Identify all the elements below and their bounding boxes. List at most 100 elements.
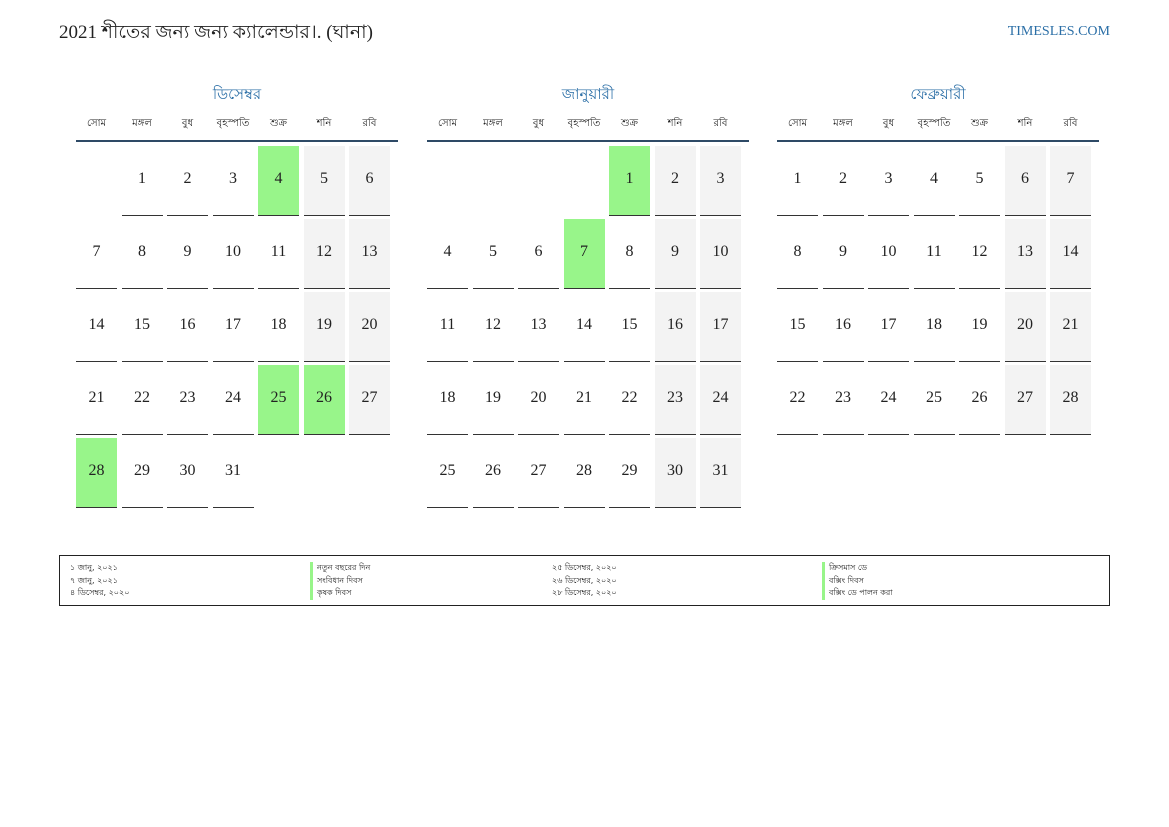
holiday-day-cell: 26 [303,365,345,435]
day-cell: 30 [654,438,696,508]
day-cell: 10 [868,219,909,289]
day-cell: 24 [212,365,254,435]
weekday-label: মঙ্গল [132,118,152,129]
day-cell: 23 [167,365,208,435]
day-cell: 14 [563,292,605,362]
day-cell: 4 [913,146,955,216]
day-cell: 29 [121,438,163,508]
day-grid: 1 2 3 4 5 6 7 8 9 10 11 12 13 14 15 16 17 18 19 20 21 22 23 24 2… [427,146,749,508]
day-cell: 5 [959,146,1000,216]
day-cell: 24 [868,365,909,435]
weekday-label: বুধ [532,118,545,129]
legend-holiday-name: কৃষক দিবস [310,587,370,600]
day-cell: 2 [822,146,864,216]
day-cell: 2 [654,146,696,216]
legend-names-1: নতুন বছরের দিন সংবিধান দিবস কৃষক দিবস [310,562,370,600]
month-january: জানুয়ারী সোম মঙ্গল বুধ বৃহস্পতি শুক্র শনি রবি… [427,84,749,508]
day-cell: 31 [212,438,254,508]
day-cell: 18 [427,365,468,435]
day-cell: 16 [822,292,864,362]
day-cell: 9 [654,219,696,289]
day-grid: 1 2 3 4 5 6 7 8 9 10 11 12 13 14 15 16 17 18 19 20 21 22 23 24 2… [777,146,1099,435]
weekday-label: বুধ [181,118,194,129]
day-cell: 27 [1004,365,1046,435]
empty-cell [473,146,514,216]
day-cell: 11 [258,219,299,289]
legend-dates-1: ১ জানু, ২০২১ ৭ জানু, ২০২১ ৪ ডিসেম্বর, ২০… [70,562,129,600]
day-cell: 16 [654,292,696,362]
day-cell: 5 [472,219,514,289]
empty-cell [518,146,559,216]
day-cell: 11 [427,292,468,362]
day-cell: 26 [959,365,1000,435]
day-cell: 22 [777,365,818,435]
empty-cell [564,146,605,216]
month-february: ফেব্রুয়ারী সোম মঙ্গল বুধ বৃহস্পতি শুক্র শনি র… [777,84,1099,435]
day-cell: 17 [212,292,254,362]
legend-date: ৪ ডিসেম্বর, ২০২০ [70,588,130,597]
day-cell: 1 [777,146,818,216]
legend-holiday-name: সংবিধান দিবস [310,574,370,587]
day-cell: 12 [472,292,514,362]
day-cell: 22 [609,365,650,435]
day-cell: 18 [258,292,299,362]
weekday-label: রবি [362,118,377,129]
day-cell: 11 [913,219,955,289]
legend-dates-2: ২৫ ডিসেম্বর, ২০২০ ২৬ ডিসেম্বর, ২০২০ ২৮ ড… [552,562,617,600]
day-cell: 10 [700,219,741,289]
day-cell: 10 [212,219,254,289]
day-cell: 16 [167,292,208,362]
weekday-label: মঙ্গল [483,118,503,129]
day-grid: 1 2 3 4 5 6 7 8 9 10 11 12 13 14 15 16 17 18 19 20 21 22 23 24 2… [76,146,398,508]
day-cell: 28 [563,438,605,508]
day-cell: 21 [1050,292,1091,362]
day-cell: 15 [777,292,818,362]
legend-date: ৭ জানু, ২০২১ [70,575,118,585]
weekday-label: সোম [86,118,107,129]
day-cell: 8 [121,219,163,289]
day-cell: 20 [518,365,559,435]
day-cell: 17 [868,292,909,362]
day-cell: 29 [609,438,650,508]
weekday-label: সোম [787,118,808,129]
weekday-label: মঙ্গল [833,118,853,129]
day-cell: 6 [518,219,559,289]
weekday-header: সোম মঙ্গল বুধ বৃহস্পতি শুক্র শনি রবি [76,108,398,142]
empty-cell [258,438,299,508]
day-cell: 22 [121,365,163,435]
day-cell: 15 [609,292,650,362]
day-cell: 25 [427,438,468,508]
weekday-label: বৃহস্পতি [567,118,601,129]
day-cell: 19 [303,292,345,362]
day-cell: 23 [822,365,864,435]
legend-date: ২৮ ডিসেম্বর, ২০২০ [552,588,617,597]
holiday-legend: ১ জানু, ২০২১ ৭ জানু, ২০২১ ৪ ডিসেম্বর, ২০… [59,555,1110,606]
weekday-label: বৃহস্পতি [216,118,250,129]
day-cell: 12 [959,219,1000,289]
weekday-label: শনি [667,118,683,129]
month-name: ফেব্রুয়ারী [910,85,966,103]
weekday-label: বুধ [882,118,895,129]
day-cell: 13 [518,292,559,362]
day-cell: 8 [777,219,818,289]
site-link[interactable]: TIMESLES.COM [1007,24,1110,39]
legend-holiday-name: নতুন বছরের দিন [310,562,370,575]
empty-cell [76,146,117,216]
empty-cell [349,438,390,508]
weekday-header: সোম মঙ্গল বুধ বৃহস্পতি শুক্র শনি রবি [427,108,749,142]
day-cell: 31 [700,438,741,508]
day-cell: 3 [868,146,909,216]
day-cell: 19 [959,292,1000,362]
empty-cell [304,438,345,508]
weekday-label: শুক্র [621,118,638,129]
day-cell: 25 [913,365,955,435]
day-cell: 3 [212,146,254,216]
day-cell: 3 [700,146,741,216]
weekday-label: শনি [316,118,332,129]
day-cell: 20 [349,292,390,362]
day-cell: 13 [349,219,390,289]
day-cell: 20 [1004,292,1046,362]
weekday-label: শনি [1017,118,1033,129]
day-cell: 7 [76,219,117,289]
legend-date: ২৫ ডিসেম্বর, ২০২০ [552,563,617,572]
